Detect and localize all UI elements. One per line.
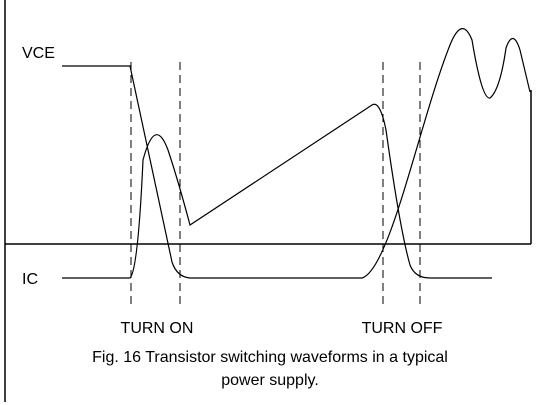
caption-line: power supply. xyxy=(221,372,319,389)
vce-label: VCE xyxy=(22,45,55,62)
turn-on-label: TURN ON xyxy=(121,320,194,337)
caption-line: Fig. 16 Transistor switching waveforms i… xyxy=(92,349,448,366)
turn-off-label: TURN OFF xyxy=(362,320,443,337)
ic-waveform xyxy=(62,103,492,279)
ic-label: IC xyxy=(22,271,38,288)
vce-waveform xyxy=(62,28,531,279)
